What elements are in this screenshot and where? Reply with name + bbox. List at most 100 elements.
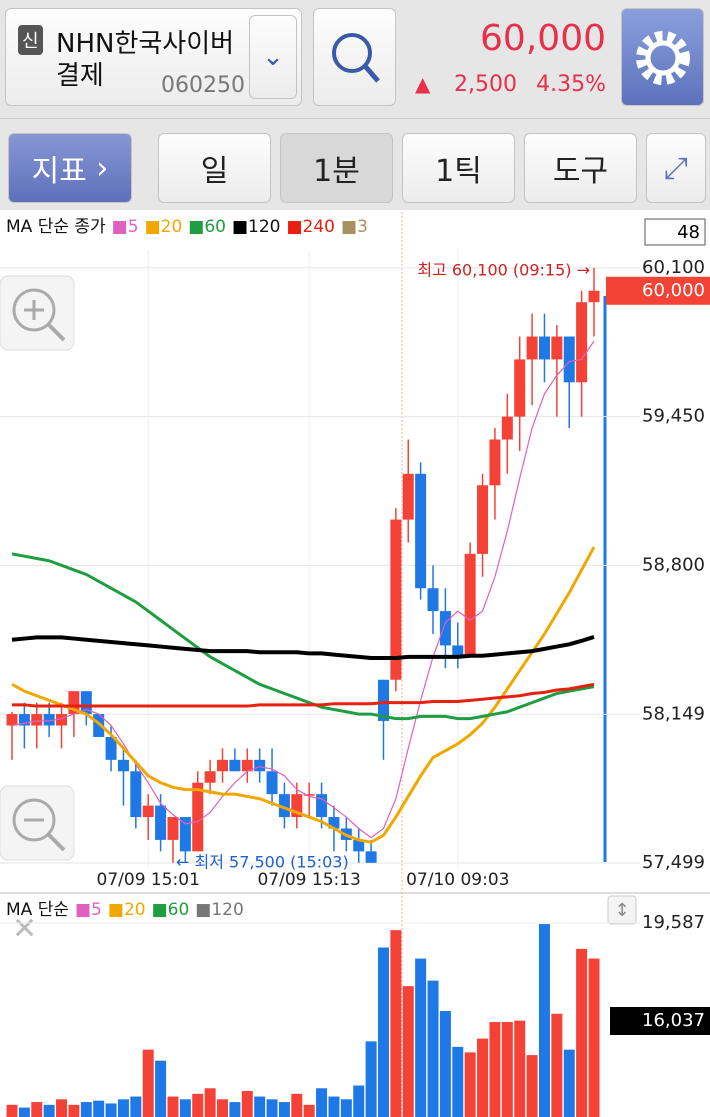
candle-body (526, 336, 538, 360)
volume-bar (439, 1010, 451, 1117)
volume-bar (254, 1096, 266, 1117)
candle-body (241, 759, 253, 772)
volume-bar (340, 1099, 352, 1117)
legend-swatch: ■ (232, 217, 248, 237)
legend: MA 단순 종가 ■5 ■20 ■60 ■120 ■240 ■3 (6, 217, 368, 237)
candle-body (43, 714, 55, 726)
candle-body (464, 553, 476, 657)
candle-body (365, 851, 377, 863)
low-annotation: ← 최저 57,500 (15:03) (176, 853, 349, 872)
resize-volume[interactable]: ↕ (607, 895, 637, 925)
count-box (644, 218, 706, 246)
tick-button[interactable]: 1틱 (402, 133, 515, 203)
candle-body (18, 714, 30, 726)
volume-bar (452, 1046, 464, 1117)
candle-body (576, 302, 588, 383)
candle-body (551, 336, 563, 360)
ma-line (11, 552, 595, 721)
candle-body (439, 611, 451, 646)
price: 60,000 (480, 18, 606, 59)
volume-bar (241, 1091, 253, 1117)
candle-body (179, 817, 191, 852)
candle-body (316, 794, 328, 818)
candle-body (266, 771, 278, 795)
volume-bar (192, 1093, 204, 1117)
volume-bar (93, 1100, 105, 1117)
volume-bar (56, 1099, 68, 1117)
legend-swatch: ■ (195, 900, 211, 920)
x-tick-label: 07/09 15:01 (97, 870, 200, 890)
legend-swatch: ■ (108, 900, 124, 920)
candle-body (204, 771, 216, 783)
dropdown[interactable]: ⌄ (249, 15, 297, 99)
x-tick-label: 07/10 09:03 (406, 870, 509, 890)
candle-body (328, 817, 340, 829)
stock-code: 060250 (161, 73, 245, 98)
candle-body (56, 714, 68, 726)
volume-bar (266, 1099, 278, 1117)
candle-body (291, 794, 303, 818)
volume-bar (130, 1096, 142, 1117)
search-button[interactable] (313, 8, 396, 106)
candle-body (68, 691, 80, 715)
candle-body (563, 336, 575, 383)
candle-body (303, 794, 315, 796)
current-volume-box (610, 1007, 710, 1036)
ma-line (11, 635, 595, 661)
volume-bar (538, 924, 550, 1117)
candle-body (6, 714, 18, 726)
x-tick-label: 07/09 15:13 (257, 870, 360, 890)
stock-name: NHN한국사이버 (56, 29, 235, 59)
volume-bar (303, 1104, 315, 1117)
high-annotation: 최고 60,100 (09:15) → (417, 261, 590, 280)
close-volume[interactable]: ✕ (12, 912, 37, 947)
indicator-button[interactable]: 지표 › (8, 133, 132, 203)
legend-swatch: ■ (286, 217, 302, 237)
zoom-out[interactable] (0, 785, 75, 861)
candle-body (254, 759, 266, 772)
ma-line (11, 340, 595, 839)
volume-bar (278, 1102, 290, 1117)
volume-bar (588, 958, 600, 1117)
y-tick-label: 57,499 (642, 852, 705, 873)
volume-bar (142, 1049, 154, 1117)
volume-bar (68, 1104, 80, 1117)
volume-bar (551, 1013, 563, 1117)
volume-bar (526, 1055, 538, 1117)
current-price: 60,000 (642, 280, 705, 301)
volume-bar (501, 1022, 513, 1117)
legend-title: MA 단순 (6, 900, 69, 920)
tools-button[interactable]: 도구 (524, 133, 637, 203)
volume-bar (477, 1038, 489, 1117)
candle-body (538, 336, 550, 360)
change-pct: 4.35% (536, 72, 606, 97)
candle-body (93, 714, 105, 737)
settings-button[interactable] (621, 8, 704, 106)
top-bar: 신 NHN한국사이버 결제 060250 ⌄ 60,000 ▲ 2,500 4.… (0, 0, 710, 210)
candle-body (192, 782, 204, 852)
candle-body (477, 485, 489, 554)
candle-body (514, 359, 526, 417)
volume-bar (489, 1022, 501, 1117)
volume-bar (390, 930, 402, 1117)
day-button[interactable]: 일 (158, 133, 271, 203)
search-icon (332, 33, 380, 83)
expand-button[interactable]: ⤢ (646, 133, 706, 203)
volume-bar (365, 1041, 377, 1117)
candle-body (427, 588, 439, 612)
volume-bar (217, 1099, 229, 1117)
candle-body (105, 736, 117, 760)
volume-bar (377, 947, 389, 1117)
minute-button[interactable]: 1분 (280, 133, 393, 203)
volume-bar (427, 980, 439, 1117)
volume-bar (179, 1099, 191, 1117)
zoom-in[interactable] (0, 275, 75, 351)
legend-entry: 5 (91, 900, 102, 920)
volume-bar (155, 1060, 167, 1117)
stock-selector[interactable]: 신 NHN한국사이버 결제 060250 ⌄ (5, 8, 302, 106)
volume-bar (204, 1088, 216, 1117)
volume-bar (43, 1104, 55, 1117)
volume-bar (328, 1096, 340, 1117)
legend-entry: 5 (128, 217, 139, 237)
candle-body (217, 759, 229, 772)
